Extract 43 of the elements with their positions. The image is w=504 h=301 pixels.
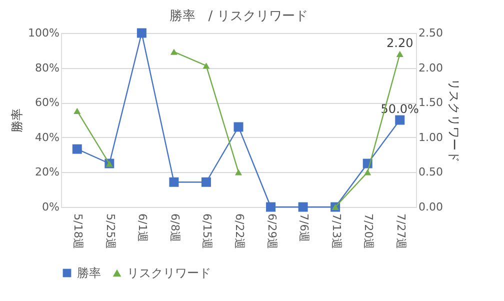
legend-label: リスクリワード — [127, 266, 211, 280]
x-tick-label: 5/25週 — [104, 214, 117, 250]
y-tick-label: 0% — [42, 200, 60, 214]
point — [74, 108, 81, 114]
x-tick-label: 6/22週 — [233, 214, 246, 250]
y-tick-label: 60% — [35, 96, 60, 110]
y-tick-label: 20% — [35, 166, 60, 179]
y2-tick-label: 2.50 — [418, 26, 443, 40]
x-tick-label: 6/29週 — [265, 214, 278, 250]
x-tick-label: 6/8週 — [168, 214, 182, 242]
x-tick-label: 6/15週 — [200, 214, 214, 250]
x-tick-label: 7/20週 — [362, 214, 376, 250]
y2-axis-title: リスクリワード — [446, 78, 461, 162]
point — [202, 62, 210, 69]
point — [234, 122, 244, 132]
x-tick-label: 7/13週 — [330, 214, 343, 250]
x-tick-label: 6/1週 — [136, 214, 150, 242]
point — [234, 169, 242, 176]
x-tick-label: 5/18週 — [72, 214, 85, 250]
point — [169, 177, 179, 187]
point — [396, 50, 404, 57]
point — [298, 202, 308, 212]
y-tick-label: 40% — [35, 130, 60, 144]
x-tick-label: 7/6週 — [298, 214, 311, 242]
point — [72, 144, 82, 154]
data-label: 2.20 — [386, 36, 414, 50]
point — [266, 202, 276, 212]
y2-tick-label: 0.00 — [418, 200, 443, 214]
legend-label: 勝率 — [77, 266, 101, 280]
y-tick-label: 80% — [35, 61, 60, 74]
point — [201, 177, 211, 187]
chart-title: 勝率 / リスクリワード — [169, 8, 308, 24]
y2-tick-label: 0.50 — [418, 166, 443, 179]
y2-tick-label: 1.00 — [418, 130, 443, 144]
point — [136, 28, 146, 38]
point — [364, 169, 372, 176]
y-tick-label: 100% — [28, 26, 60, 40]
point — [170, 48, 178, 55]
y2-tick-label: 2.00 — [418, 61, 443, 74]
x-tick-label: 7/27週 — [394, 214, 408, 250]
y-axis-title: 勝率 — [10, 108, 24, 132]
y2-tick-label: 1.50 — [418, 96, 443, 110]
point — [395, 115, 405, 125]
